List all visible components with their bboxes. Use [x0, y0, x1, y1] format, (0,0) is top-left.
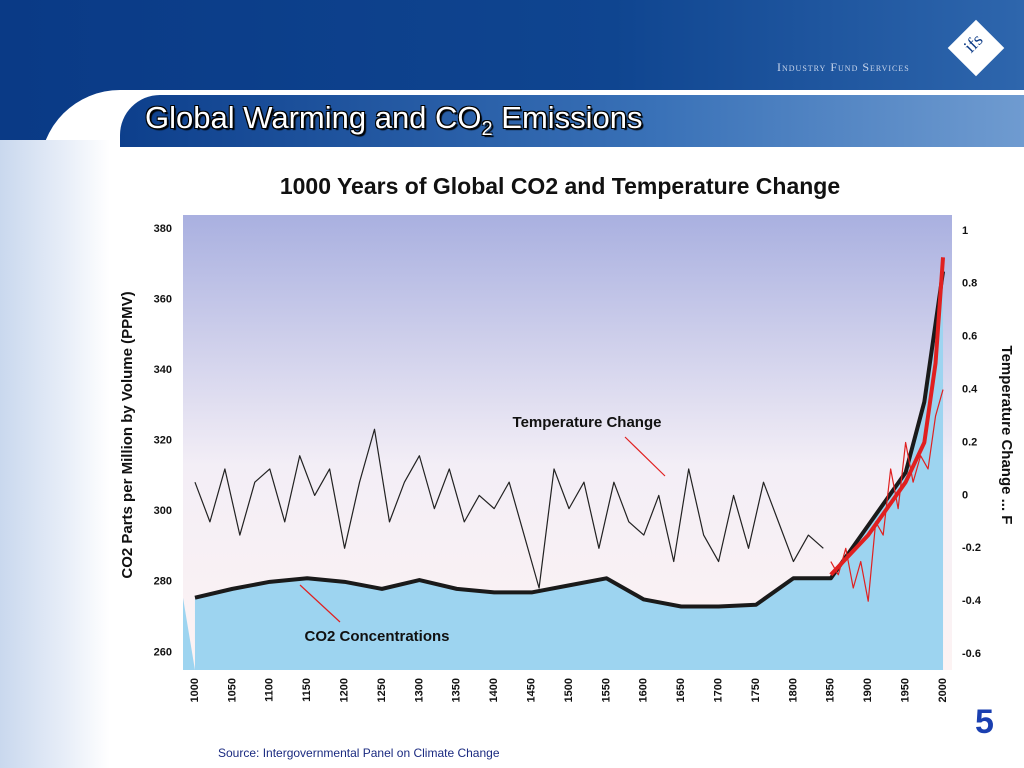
y-tick-label: 380 [154, 223, 172, 235]
page-number: 5 [975, 703, 994, 741]
y2-tick-label: 0.6 [962, 331, 977, 343]
temperature-line [829, 257, 946, 577]
x-tick-label: 2000 [937, 678, 949, 702]
annotation: Temperature Change [513, 414, 662, 431]
y2-axis-label: Temperature Change ... F [998, 346, 1015, 525]
y2-tick-label: -0.2 [962, 542, 981, 554]
annotation-leader [624, 436, 666, 477]
y-tick-label: 300 [154, 505, 172, 517]
y2-tick-label: 0.4 [962, 383, 978, 395]
x-tick-label: 1250 [376, 678, 388, 702]
y-axis-label: CO2 Parts per Million by Volume (PPMV) [119, 291, 136, 578]
y-tick-label: 320 [154, 435, 172, 447]
y-tick-label: 340 [154, 364, 172, 376]
title-text: Emissions [492, 100, 643, 135]
x-tick-label: 1950 [900, 678, 912, 702]
logo-text: Industry Fund Services [777, 60, 910, 74]
x-tick-label: 1350 [451, 678, 463, 702]
x-tick-label: 1700 [713, 678, 725, 702]
x-tick-label: 1200 [338, 678, 350, 702]
annotation: CO2 Concentrations [304, 628, 449, 645]
source: Source: Intergovernmental Panel on Clima… [218, 746, 500, 760]
x-tick-label: 1600 [638, 678, 650, 702]
x-tick-label: 1900 [862, 678, 874, 702]
x-tick-label: 1100 [264, 678, 276, 702]
x-tick-label: 1650 [675, 678, 687, 702]
y-tick-label: 360 [154, 294, 172, 306]
y2-tick-label: 0.8 [962, 278, 977, 290]
y2-tick-label: -0.6 [962, 648, 981, 660]
x-tick-label: 1750 [750, 678, 762, 702]
slide-title: Global Warming and CO2 Emissions [145, 100, 643, 141]
x-tick-label: 1550 [600, 678, 612, 702]
title-band [120, 95, 1024, 147]
x-tick-label: 1450 [525, 678, 537, 702]
x-tick-label: 1150 [301, 678, 313, 702]
x-tick-label: 1850 [825, 678, 837, 702]
x-tick-label: 1300 [413, 678, 425, 702]
y2-tick-label: 0 [962, 489, 968, 501]
x-tick-label: 1800 [787, 678, 799, 702]
y2-tick-label: 0.2 [962, 436, 977, 448]
chart-title: 1000 Years of Global CO2 and Temperature… [280, 173, 840, 199]
annotation-leader [299, 584, 341, 623]
title-text: Global Warming and CO [145, 100, 482, 135]
y-tick-label: 260 [154, 646, 172, 658]
temperature-line [830, 389, 944, 602]
y2-tick-label: -0.4 [962, 595, 982, 607]
co2-line [194, 271, 946, 609]
x-tick-label: 1500 [563, 678, 575, 702]
x-tick-label: 1050 [226, 678, 238, 702]
temperature-line [194, 428, 824, 589]
x-tick-label: 1000 [189, 678, 201, 702]
title-subscript: 2 [481, 118, 493, 141]
y2-tick-label: 1 [962, 225, 968, 237]
y-tick-label: 280 [154, 576, 172, 588]
building-image [0, 140, 110, 768]
co2-area [183, 271, 944, 670]
x-tick-label: 1400 [488, 678, 500, 702]
